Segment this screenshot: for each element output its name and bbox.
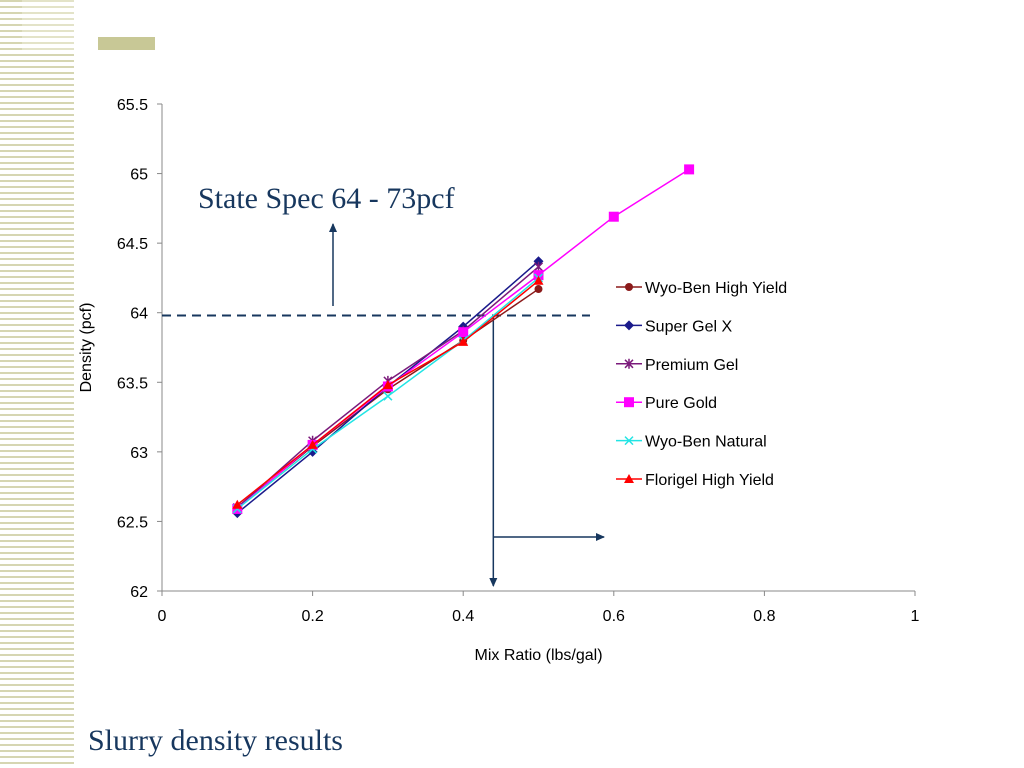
annotations: State Spec 64 - 73pcf xyxy=(162,182,605,587)
data-point xyxy=(458,336,469,346)
data-point xyxy=(533,275,544,285)
series xyxy=(232,164,695,519)
series-4 xyxy=(232,273,544,514)
legend-label: Super Gel X xyxy=(645,318,732,335)
data-point xyxy=(533,270,544,281)
legend-swatch-marker xyxy=(624,397,634,408)
decorative-stripes xyxy=(0,0,74,768)
y-tick-label: 65 xyxy=(130,167,148,184)
y-tick-label: 64 xyxy=(130,306,148,323)
data-point xyxy=(608,211,619,222)
decorative-stripes-top xyxy=(22,0,74,50)
y-axis-label: Density (pcf) xyxy=(78,303,95,393)
legend-label: Premium Gel xyxy=(645,357,738,374)
x-tick-label: 0.4 xyxy=(452,608,474,625)
series-5 xyxy=(232,275,544,509)
data-point xyxy=(382,380,393,390)
y-tick-label: 62.5 xyxy=(117,514,148,531)
data-point xyxy=(307,439,318,449)
y-tick-label: 62 xyxy=(130,584,148,601)
accent-bar xyxy=(98,37,155,50)
x-tick-label: 0 xyxy=(158,608,167,625)
legend-swatch-marker xyxy=(624,320,634,331)
x-tick-label: 0.6 xyxy=(603,608,625,625)
spec-annotation-text: State Spec 64 - 73pcf xyxy=(198,182,455,215)
legend-label: Wyo-Ben Natural xyxy=(645,434,767,451)
legend-entry: Wyo-Ben Natural xyxy=(616,434,767,451)
legend-label: Wyo-Ben High Yield xyxy=(645,280,787,297)
slide-title: Slurry density results xyxy=(88,724,343,757)
x-axis-label: Mix Ratio (lbs/gal) xyxy=(474,647,602,664)
x-tick-label: 1 xyxy=(911,608,920,625)
legend-entry: Florigel High Yield xyxy=(616,472,774,489)
legend-entry: Premium Gel xyxy=(616,357,738,374)
y-tick-label: 64.5 xyxy=(117,236,148,253)
y-tick-label: 65.5 xyxy=(117,97,148,114)
legend-entry: Super Gel X xyxy=(616,318,732,335)
x-tick-label: 0.8 xyxy=(753,608,775,625)
x-tick-label: 0.2 xyxy=(301,608,323,625)
data-point xyxy=(383,391,393,401)
legend-swatch-marker xyxy=(624,436,634,446)
axes: 62 62.5 63 63.5 64 64.5 65 65.5 0 0.2 0.4 0.6 0.8 1 Mi… xyxy=(78,97,920,664)
legend: Wyo-Ben High Yield Super Gel X Premium Gel… xyxy=(616,280,787,489)
legend-entry: Wyo-Ben High Yield xyxy=(616,280,787,297)
series-0 xyxy=(233,285,543,512)
data-point xyxy=(232,499,243,509)
legend-swatch-marker xyxy=(625,283,633,291)
data-point xyxy=(534,285,543,294)
legend-label: Florigel High Yield xyxy=(645,472,774,489)
legend-swatch-marker xyxy=(624,474,634,483)
data-point xyxy=(458,327,469,338)
legend-swatch-marker xyxy=(624,358,634,369)
data-point xyxy=(533,261,544,272)
y-tick-label: 63.5 xyxy=(117,375,148,392)
legend-entry: Pure Gold xyxy=(616,395,717,412)
data-point xyxy=(684,164,695,175)
legend-label: Pure Gold xyxy=(645,395,717,412)
y-tick-label: 63 xyxy=(130,445,148,462)
